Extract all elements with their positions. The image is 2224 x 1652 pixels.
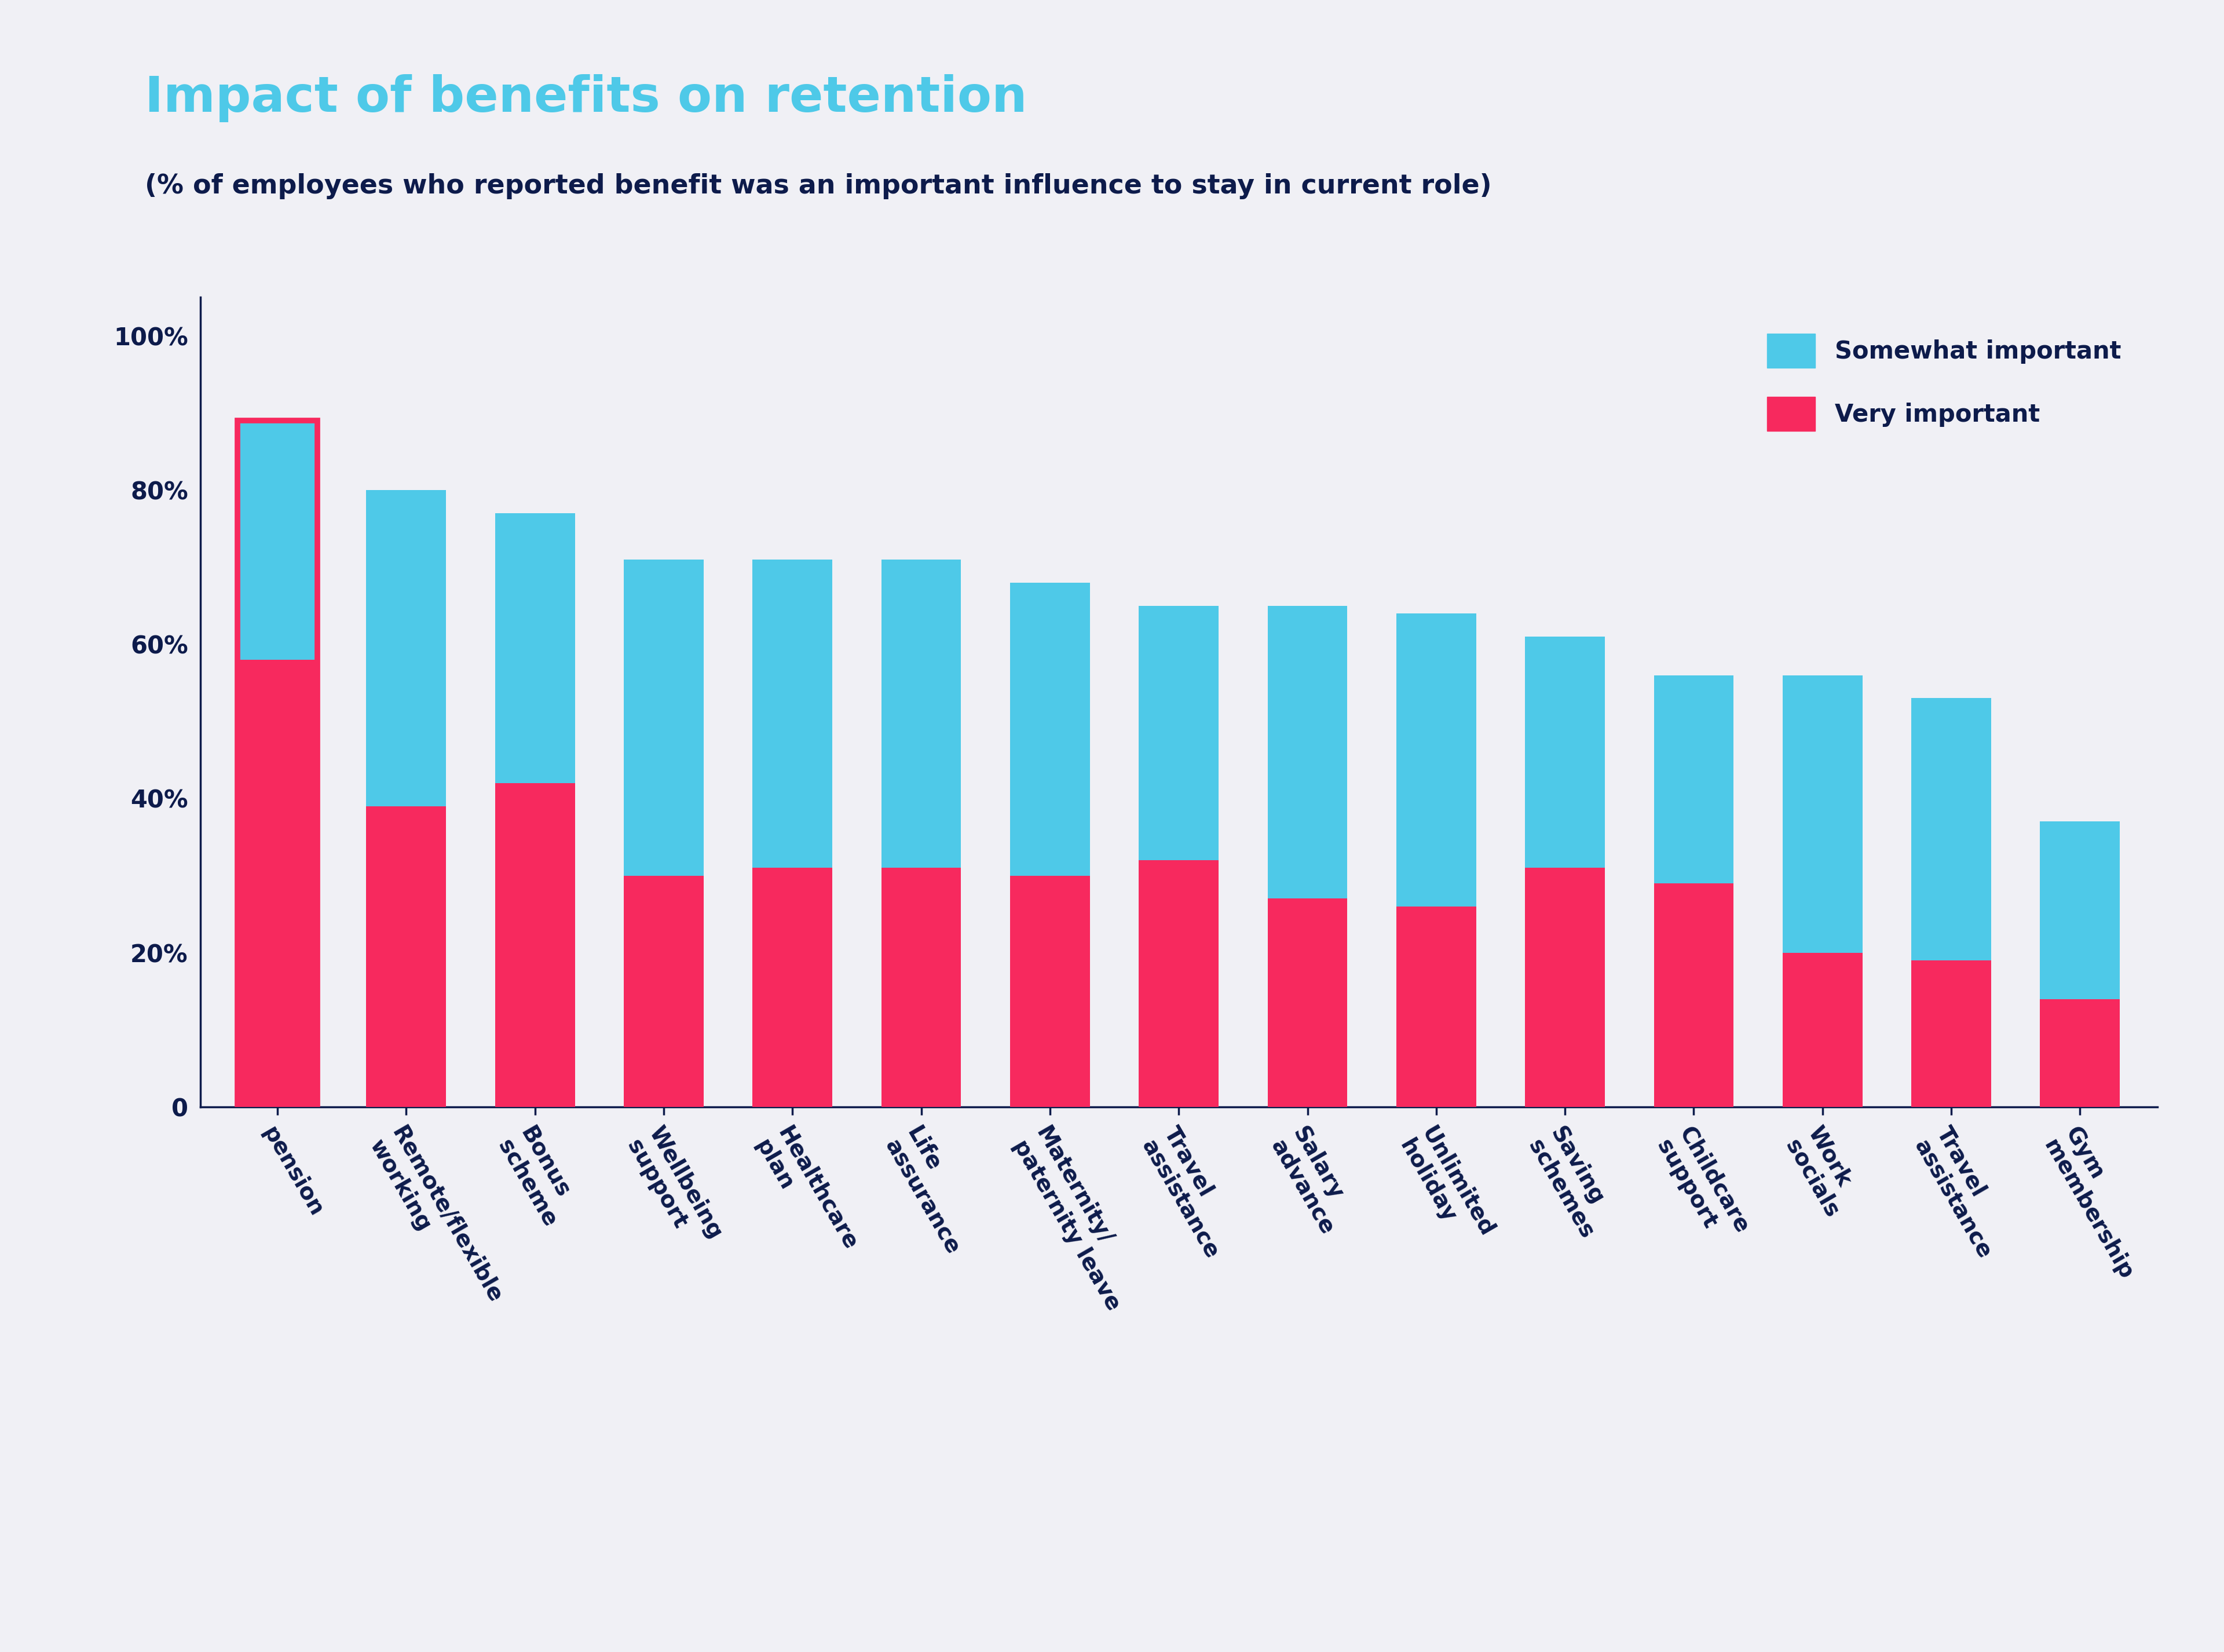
Bar: [1268, 606, 1348, 899]
Bar: [1784, 953, 1861, 1107]
Text: Impact of benefits on retention: Impact of benefits on retention: [145, 74, 1027, 122]
Bar: [623, 876, 703, 1107]
Bar: [496, 514, 574, 783]
Bar: [367, 806, 447, 1107]
Legend: Somewhat important, Very important: Somewhat important, Very important: [1744, 309, 2146, 454]
Bar: [1910, 960, 1990, 1107]
Bar: [1655, 884, 1735, 1107]
Bar: [1397, 613, 1477, 907]
Bar: [1010, 583, 1090, 876]
Bar: [238, 421, 318, 659]
Bar: [1526, 867, 1606, 1107]
Bar: [2039, 821, 2119, 999]
Bar: [1655, 676, 1735, 884]
Bar: [1910, 699, 1990, 960]
Bar: [1139, 606, 1219, 861]
Bar: [238, 659, 318, 1107]
Bar: [1526, 636, 1606, 867]
Bar: [1010, 876, 1090, 1107]
Bar: [496, 783, 574, 1107]
Bar: [2039, 999, 2119, 1107]
Bar: [752, 867, 832, 1107]
Bar: [881, 867, 961, 1107]
Text: (% of employees who reported benefit was an important influence to stay in curre: (% of employees who reported benefit was…: [145, 173, 1492, 200]
Bar: [1139, 861, 1219, 1107]
Bar: [367, 491, 447, 806]
Bar: [1268, 899, 1348, 1107]
Bar: [881, 560, 961, 867]
Bar: [623, 560, 703, 876]
Bar: [752, 560, 832, 867]
Bar: [1784, 676, 1861, 953]
Bar: [1397, 907, 1477, 1107]
